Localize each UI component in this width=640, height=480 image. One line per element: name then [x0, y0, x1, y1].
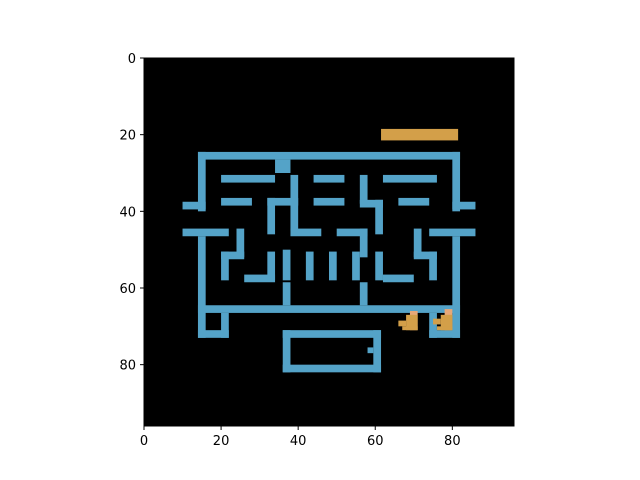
maze-wall — [413, 251, 437, 260]
y-tick-label: 40 — [119, 205, 136, 220]
sprite-pixel — [402, 326, 418, 331]
sprite-pixel — [436, 326, 453, 331]
maze-wall — [197, 151, 461, 160]
maze-wall — [413, 228, 422, 258]
score-bar-fill — [381, 128, 459, 141]
maze-wall — [359, 174, 368, 204]
sprites — [398, 309, 453, 331]
y-tick-label: 80 — [119, 359, 136, 374]
maze-wall — [221, 197, 252, 206]
maze-wall — [359, 199, 383, 208]
maze-wall — [290, 228, 322, 237]
maze-wall — [382, 174, 437, 183]
maze-wall — [429, 228, 476, 237]
x-tick-label: 80 — [444, 434, 461, 449]
maze-wall — [221, 174, 276, 183]
x-tick-label: 40 — [290, 434, 307, 449]
maze-wall — [452, 201, 476, 210]
maze-wall — [373, 330, 382, 373]
axes-frame — [143, 57, 515, 427]
maze-wall — [367, 347, 374, 354]
x-tick-label: 20 — [213, 434, 230, 449]
maze-wall — [429, 312, 437, 338]
y-tick-label: 0 — [128, 52, 136, 67]
maze-wall — [267, 197, 276, 235]
maze-wall — [282, 330, 382, 338]
player-left-sprite — [398, 311, 418, 331]
maze-wall — [275, 159, 291, 173]
maze-wall — [429, 330, 461, 338]
sprite-pixel — [433, 318, 441, 325]
maze-wall — [452, 151, 461, 212]
sprite-pixel — [440, 314, 453, 331]
maze-wall — [182, 228, 229, 237]
axes: 0 20 40 60 80 0 20 40 60 80 — [119, 52, 515, 449]
maze-wall — [182, 201, 206, 210]
maze-wall — [221, 251, 229, 281]
maze-wall — [375, 199, 383, 235]
score-bar — [381, 128, 459, 141]
maze-wall — [375, 251, 383, 281]
maze-wall — [398, 197, 430, 206]
maze-wall — [313, 174, 345, 183]
maze-wall — [382, 274, 414, 283]
sprite-pixel — [406, 314, 418, 331]
maze-gap — [278, 174, 283, 181]
maze-wall — [267, 197, 299, 206]
maze-wall — [282, 330, 291, 373]
maze-wall — [313, 197, 345, 206]
maze-wall — [336, 228, 368, 237]
y-tick-label: 20 — [119, 129, 136, 144]
maze-wall — [221, 312, 229, 338]
maze-wall — [236, 228, 245, 258]
x-tick-label: 60 — [367, 434, 384, 449]
maze-gap — [282, 180, 287, 185]
maze-wall — [221, 251, 245, 260]
maze-wall — [197, 151, 206, 212]
maze-wall — [452, 236, 461, 338]
maze-wall — [282, 249, 291, 281]
maze — [182, 151, 476, 373]
y-tick-label: 60 — [119, 282, 136, 297]
maze-wall — [329, 251, 337, 281]
maze-wall — [305, 251, 314, 281]
maze-wall — [359, 282, 368, 306]
maze-wall — [282, 364, 382, 373]
maze-wall — [429, 251, 437, 281]
maze-wall — [282, 282, 291, 306]
maze-wall — [352, 251, 360, 281]
maze-wall — [359, 228, 368, 258]
player-right-sprite — [433, 309, 453, 331]
maze-wall — [244, 274, 276, 283]
x-tick-label: 0 — [140, 434, 148, 449]
maze-wall — [197, 330, 229, 338]
maze-wall — [197, 236, 206, 338]
sprite-pixel — [398, 320, 407, 327]
maze-wall — [197, 305, 461, 313]
maze-wall — [267, 251, 276, 281]
